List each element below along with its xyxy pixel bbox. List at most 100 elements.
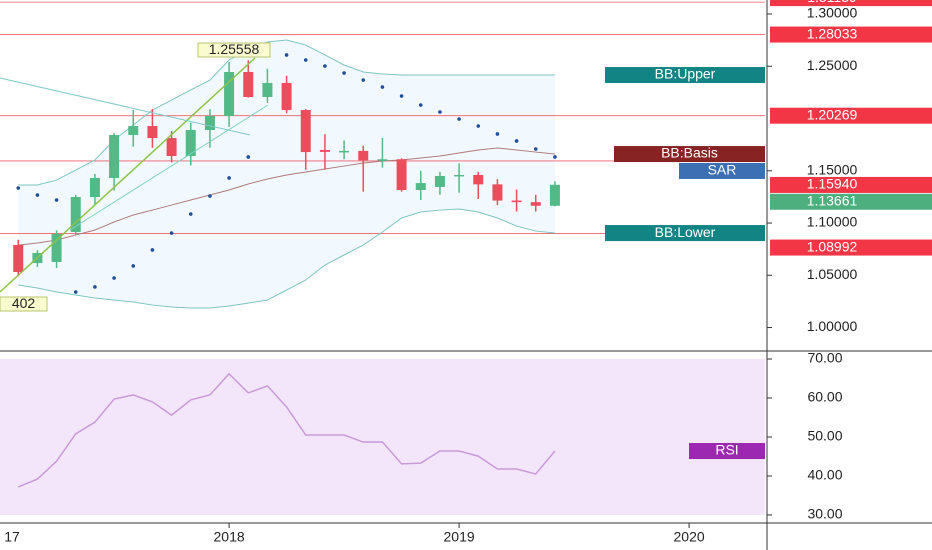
sar-dot: [246, 155, 251, 159]
candle-body: [434, 175, 445, 187]
sar-dot: [35, 193, 40, 197]
price-level-tag: [770, 176, 932, 193]
candle-body: [358, 150, 369, 161]
price-level-tag: [770, 0, 932, 7]
sar-dot: [323, 64, 327, 68]
indicator-label: BB:Basis: [661, 145, 718, 161]
sar-dot: [438, 110, 442, 114]
bb-fill: [18, 40, 555, 308]
bb-line: [18, 208, 555, 309]
bb-line: [18, 147, 555, 246]
trend-line: [0, 77, 251, 136]
sar-dot: [188, 212, 193, 216]
candle-body: [262, 82, 273, 97]
price-level-tag: [770, 26, 932, 43]
annotation-label: 1.25558: [209, 41, 260, 57]
price-level-label: 1.31139: [807, 0, 857, 5]
x-tick-label: 2019: [444, 529, 475, 545]
y-tick-label: 1.10000: [807, 214, 858, 230]
x-tick-label: 2018: [214, 529, 245, 545]
trend-lines: [0, 57, 269, 293]
indicator-tag: [689, 443, 765, 460]
price-level-label: 1.28033: [807, 25, 858, 41]
sar-dot: [342, 71, 346, 75]
candle-body: [70, 196, 81, 233]
candle-body: [166, 138, 177, 157]
candle-body: [147, 126, 158, 139]
candle-body: [549, 184, 560, 206]
candle-body: [89, 177, 100, 197]
sar-dot: [495, 132, 500, 136]
sar-dot: [131, 264, 136, 268]
y-tick-label: 40.00: [807, 467, 842, 483]
price-axis-area: [767, 0, 932, 550]
price-level-label: 1.08992: [807, 238, 858, 254]
sar-dot: [476, 124, 481, 128]
annotation-box: [0, 296, 48, 312]
candle-body: [300, 110, 311, 153]
y-tick-label: 1.15000: [807, 161, 858, 177]
sar-dot: [208, 194, 212, 198]
x-tick-label: 17: [4, 529, 20, 545]
trend-line: [0, 57, 256, 293]
price-level-label: 1.20269: [807, 106, 858, 122]
background-layer: [0, 1, 765, 515]
candle-body: [396, 159, 407, 190]
sar-dot: [457, 117, 461, 121]
price-level-label: 1.15940: [807, 176, 858, 192]
price-level-tag: [770, 107, 932, 124]
candle-body: [13, 244, 24, 273]
candle-body: [128, 126, 139, 136]
sar-dot: [150, 248, 155, 252]
y-tick-label: 1.30000: [807, 5, 858, 21]
sar-dot: [553, 155, 557, 159]
rsi-line: [17, 372, 556, 488]
candle-body: [377, 159, 388, 161]
candle-body: [243, 72, 254, 97]
sar-dot: [514, 139, 519, 143]
sar-dot: [533, 147, 538, 151]
tags-layer: 1.31139 1.28033 1.20269 1.15940 1.08992 1.136…: [605, 0, 932, 460]
candle-body: [204, 116, 215, 131]
candle-body: [454, 174, 465, 177]
indicator-label: SAR: [708, 162, 737, 178]
sar-dot: [16, 186, 21, 190]
sar-dot: [303, 58, 308, 62]
indicator-label: RSI: [715, 442, 738, 458]
y-tick-label: 60.00: [807, 389, 842, 405]
candle-body: [109, 135, 120, 178]
annotation-label: 402: [12, 295, 36, 311]
sar-dot: [93, 285, 97, 289]
trend-line: [69, 104, 269, 231]
indicator-tag: [605, 67, 765, 84]
candle-body: [511, 200, 522, 203]
sar-dot: [418, 103, 423, 107]
candle-body: [51, 233, 62, 263]
y-tick-label: 1.05000: [807, 266, 858, 282]
rsi-band: [0, 358, 765, 515]
candle-body: [319, 149, 330, 152]
x-tick-label: 2020: [674, 529, 705, 545]
candle-body: [530, 202, 541, 206]
y-tick-label: 1.00000: [807, 318, 858, 334]
y-tick-label: 50.00: [807, 428, 842, 444]
indicator-label: BB:Lower: [655, 224, 716, 240]
candle-body: [415, 183, 426, 190]
sar-dot: [284, 53, 289, 57]
last-price-tag: [770, 193, 932, 210]
y-tick-label: 30.00: [807, 506, 842, 522]
bb-line: [18, 39, 555, 186]
sar-dot: [380, 85, 385, 89]
indicator-tag: [605, 225, 765, 242]
annotation-box: [197, 42, 271, 58]
sar-dot: [361, 78, 366, 82]
sar-dot: [112, 276, 116, 280]
sar-dot: [54, 198, 59, 202]
marks-layer: [13, 48, 560, 488]
candle-body: [473, 174, 484, 185]
sar-dot: [73, 290, 78, 294]
candle-body: [281, 82, 292, 111]
indicator-tag: [614, 146, 765, 163]
time-axis-area: [0, 523, 767, 550]
